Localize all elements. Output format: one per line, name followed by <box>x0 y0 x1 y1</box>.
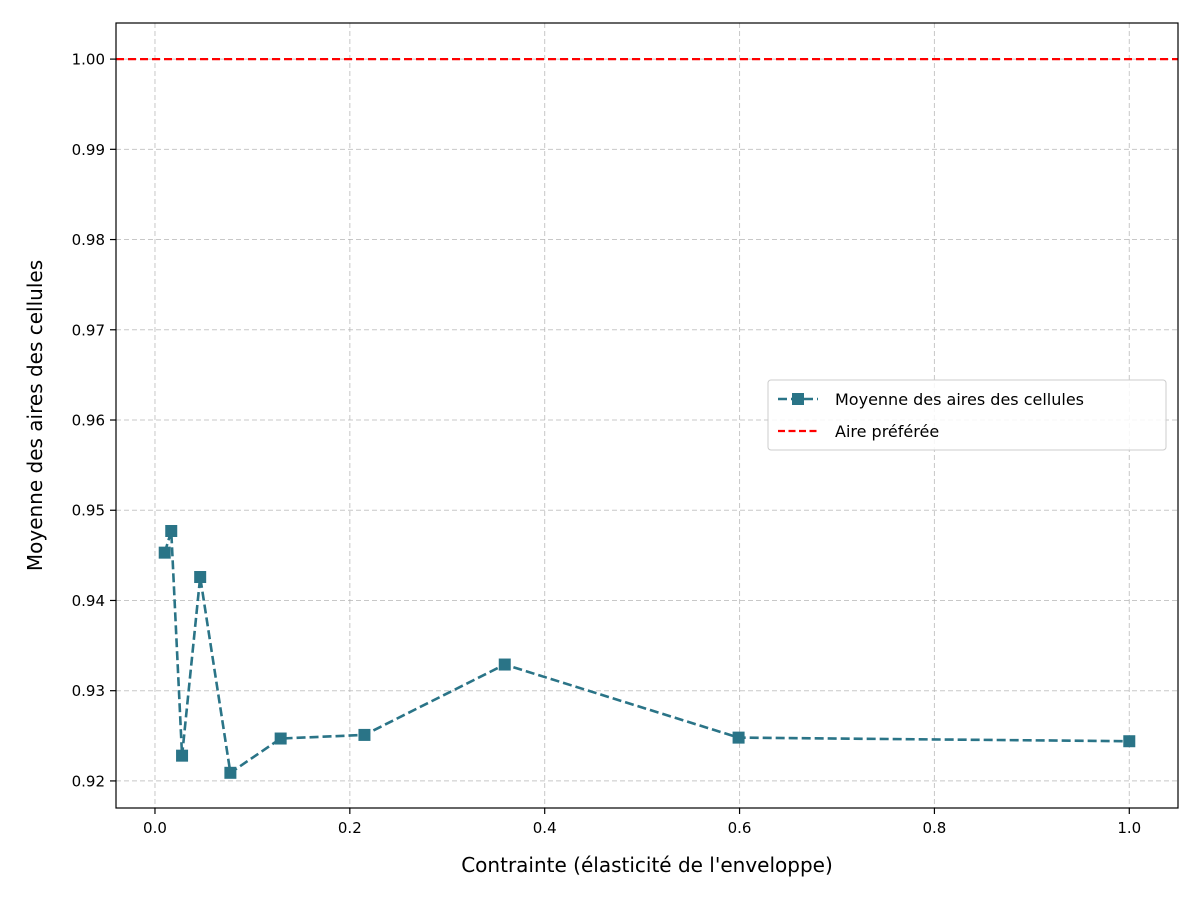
data-point-marker <box>158 546 171 559</box>
x-axis-label: Contrainte (élasticité de l'enveloppe) <box>461 853 833 877</box>
series-line <box>163 529 1130 775</box>
x-tick-label: 0.2 <box>338 819 362 837</box>
data-point-marker <box>176 749 189 762</box>
y-tick-label: 0.96 <box>72 412 105 430</box>
data-point-marker <box>194 571 207 584</box>
x-tick-label: 0.6 <box>728 819 752 837</box>
data-point-marker <box>358 728 371 741</box>
axis-ticks: 0.0 0.2 0.4 0.6 0.8 1.0 0.92 0.93 0.94 0.95 0.96 0.… <box>72 51 1142 837</box>
plot-frame <box>115 22 1179 809</box>
data-point-marker <box>274 732 287 745</box>
y-tick-label: 0.94 <box>72 592 105 610</box>
x-tick-label: 0.0 <box>143 819 167 837</box>
data-point-marker <box>1123 735 1136 748</box>
y-tick-label: 0.99 <box>72 141 105 159</box>
y-tick-label: 0.92 <box>72 772 105 790</box>
legend: Moyenne des aires des cellules Aire préf… <box>767 379 1167 451</box>
y-tick-label: 0.93 <box>72 682 105 700</box>
data-point-marker <box>498 658 511 671</box>
legend-marker-series <box>792 393 804 405</box>
y-tick-label: 1.00 <box>72 51 105 69</box>
data-point-marker <box>165 524 178 537</box>
legend-label-preferred-area: Aire préférée <box>835 422 939 441</box>
x-tick-label: 1.0 <box>1117 819 1141 837</box>
y-tick-label: 0.95 <box>72 502 105 520</box>
data-point-marker <box>224 766 237 779</box>
y-tick-label: 0.98 <box>72 231 105 249</box>
series-layer <box>116 57 1178 779</box>
x-tick-label: 0.8 <box>922 819 946 837</box>
data-point-marker <box>732 731 745 744</box>
x-tick-label: 0.4 <box>533 819 557 837</box>
legend-label-series: Moyenne des aires des cellules <box>835 390 1084 409</box>
grid <box>116 23 1178 808</box>
legend-box <box>767 379 1167 451</box>
y-axis-label: Moyenne des aires des cellules <box>23 260 47 571</box>
y-tick-label: 0.97 <box>72 321 105 339</box>
